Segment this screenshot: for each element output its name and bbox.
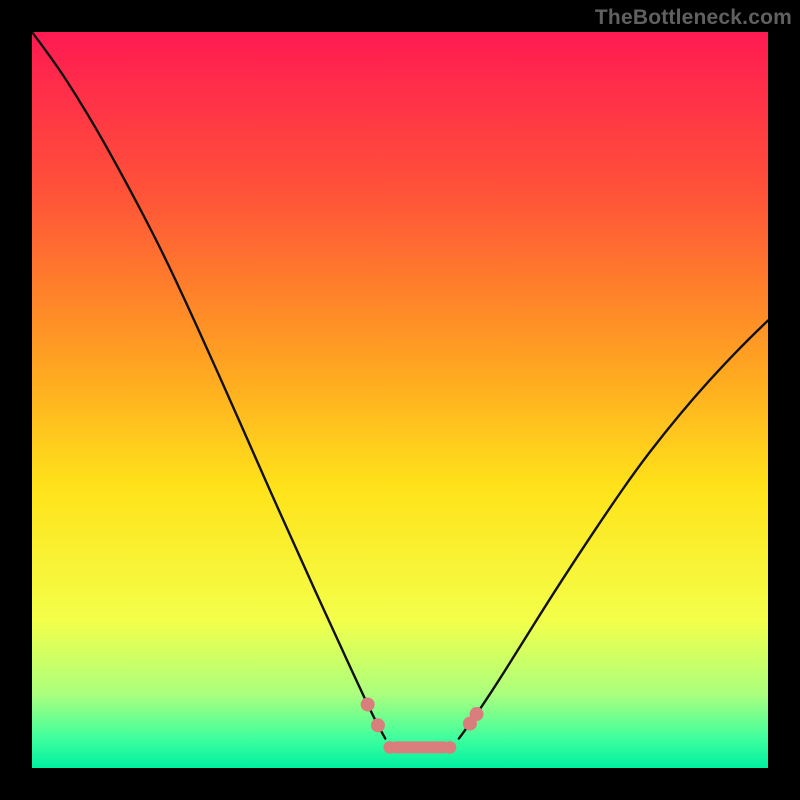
bottom-markers: [361, 697, 484, 753]
plot-svg: [32, 32, 768, 768]
plot-area: [32, 32, 768, 768]
curve-right: [459, 321, 768, 739]
curve-left: [32, 32, 385, 739]
chart-stage: TheBottleneck.com: [0, 0, 800, 800]
watermark-text: TheBottleneck.com: [595, 6, 792, 30]
